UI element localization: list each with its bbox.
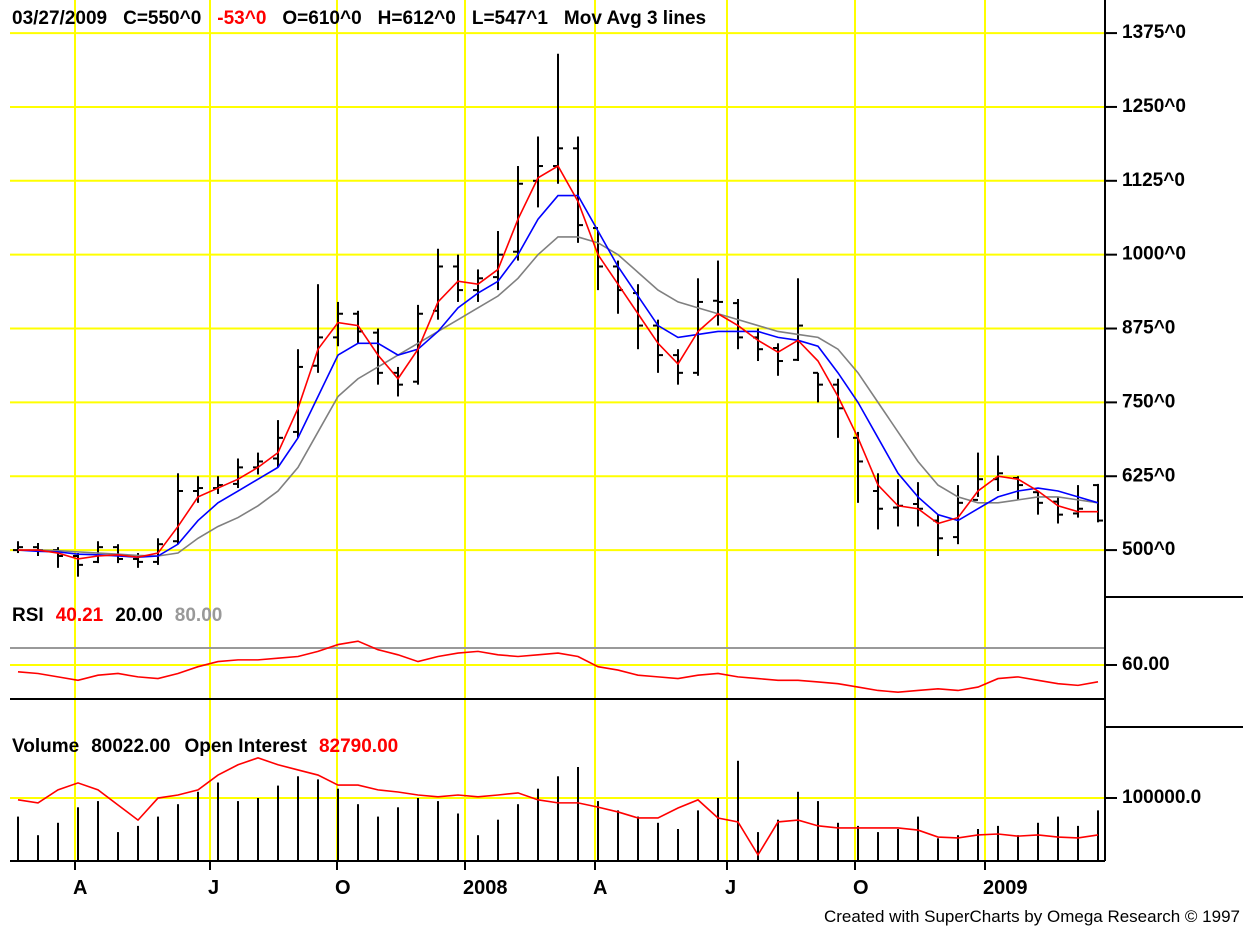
x-tick-label: A <box>73 877 87 899</box>
header-item: 03/27/2009 <box>12 8 107 29</box>
level-label: 80.00 <box>175 605 223 626</box>
header-item: -53^0 <box>217 8 266 29</box>
indicator-name: RSI <box>12 605 44 626</box>
series-value: 82790.00 <box>319 736 398 757</box>
x-tick-label: 2009 <box>983 877 1028 899</box>
moving-average <box>18 164 1098 560</box>
y-tick-label: 875^0 <box>1122 318 1175 339</box>
header-item: C=550^0 <box>123 8 201 29</box>
price-header: 03/27/2009 C=550^0 -53^0 O=610^0 H=612^0 L=54… <box>12 8 706 29</box>
moving-average <box>17 194 1099 558</box>
header-item: Mov Avg 3 lines <box>564 8 706 29</box>
y-tick-label: 1375^0 <box>1122 22 1186 43</box>
volume-header: Volume 80022.00 Open Interest 82790.00 <box>12 736 398 757</box>
header-item: L=547^1 <box>472 8 548 29</box>
y-tick-label: 1250^0 <box>1122 96 1186 117</box>
y-tick-label: 1125^0 <box>1122 170 1185 191</box>
open-interest-line <box>17 756 1099 857</box>
x-tick-label: J <box>208 877 219 899</box>
level-label: 20.00 <box>115 605 163 626</box>
moving-average <box>18 236 1099 557</box>
footer: Created with SuperCharts by Omega Resear… <box>824 907 1240 926</box>
legend-entry: Volume <box>12 736 79 757</box>
series-value: 80022.00 <box>91 736 170 757</box>
rsi-line <box>17 640 1099 693</box>
marks <box>10 53 1105 860</box>
header-item: O=610^0 <box>282 8 361 29</box>
x-tick-label: 2008 <box>463 877 508 899</box>
legend-entry: Open Interest <box>184 736 307 757</box>
y-tick-label: 100000.0 <box>1122 787 1201 808</box>
y-tick-label: 60.00 <box>1122 654 1170 675</box>
x-tick-label: O <box>335 877 351 899</box>
y-tick-label: 625^0 <box>1122 465 1175 486</box>
x-tick-label: J <box>725 877 736 899</box>
x-tick-label: O <box>853 877 869 899</box>
x-tick-label: A <box>593 877 607 899</box>
header-item: H=612^0 <box>378 8 456 29</box>
rsi-header: RSI 40.21 20.00 80.00 <box>12 605 222 626</box>
y-tick-label: 750^0 <box>1122 391 1175 412</box>
indicator-value: 40.21 <box>56 605 104 626</box>
y-tick-label: 1000^0 <box>1122 244 1186 265</box>
y-tick-label: 500^0 <box>1122 539 1175 560</box>
